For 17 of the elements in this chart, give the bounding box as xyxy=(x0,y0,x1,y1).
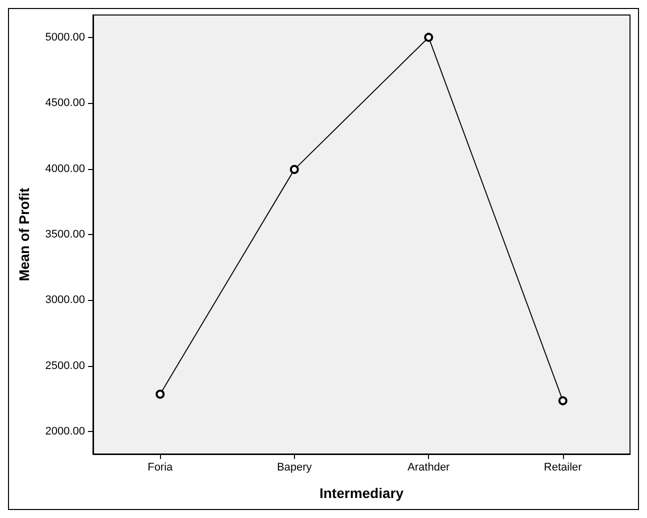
point xyxy=(290,164,299,174)
y-tick-label: 3500.00 xyxy=(45,228,85,240)
y-axis-title: Mean of Profit xyxy=(16,188,32,282)
point xyxy=(424,32,434,42)
x-tick-label: Bapery xyxy=(276,462,312,474)
y-tick-label: 2000.00 xyxy=(45,426,85,438)
y-tick-label: 5000.00 xyxy=(45,31,85,44)
y-tick-label: 3000.00 xyxy=(45,294,85,306)
y-tick-label: 4000.00 xyxy=(45,162,85,175)
x-axis-title: Intermediary xyxy=(319,485,404,501)
y-tick-label: 2500.00 xyxy=(45,360,85,372)
y-tick-label: 4500.00 xyxy=(45,97,85,110)
point xyxy=(558,396,568,406)
x-tick-label: Arathder xyxy=(408,462,450,474)
point xyxy=(156,390,165,399)
x-tick-label: Retailer xyxy=(544,462,582,474)
x-tick-label: Foria xyxy=(148,462,174,474)
